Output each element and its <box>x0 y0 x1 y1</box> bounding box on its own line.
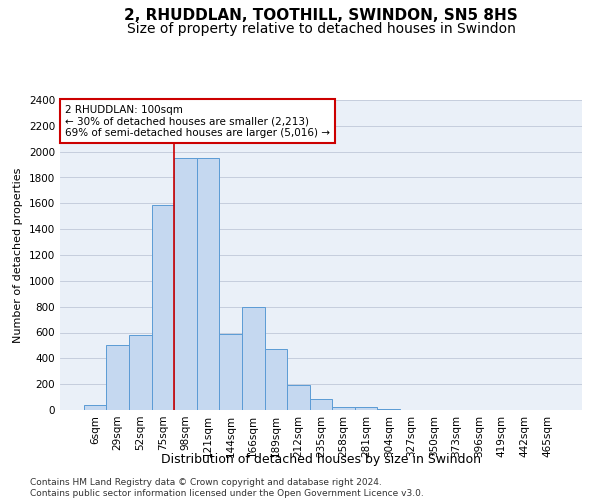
Text: Size of property relative to detached houses in Swindon: Size of property relative to detached ho… <box>127 22 515 36</box>
Text: 2 RHUDDLAN: 100sqm
← 30% of detached houses are smaller (2,213)
69% of semi-deta: 2 RHUDDLAN: 100sqm ← 30% of detached hou… <box>65 104 330 138</box>
Bar <box>265 348 287 410</box>
Bar <box>106 346 129 410</box>
Text: Contains HM Land Registry data © Crown copyright and database right 2024.
Contai: Contains HM Land Registry data © Crown c… <box>30 478 424 498</box>
Bar <box>355 408 377 410</box>
Bar <box>220 334 242 410</box>
Bar <box>84 405 106 410</box>
Bar <box>129 335 152 410</box>
Y-axis label: Number of detached properties: Number of detached properties <box>13 168 23 342</box>
Bar <box>197 158 220 410</box>
Bar <box>310 399 332 410</box>
Bar <box>152 204 174 410</box>
Text: 2, RHUDDLAN, TOOTHILL, SWINDON, SN5 8HS: 2, RHUDDLAN, TOOTHILL, SWINDON, SN5 8HS <box>124 8 518 22</box>
Bar <box>242 306 265 410</box>
Bar <box>377 408 400 410</box>
Bar <box>332 407 355 410</box>
Bar <box>287 385 310 410</box>
Bar <box>174 158 197 410</box>
Text: Distribution of detached houses by size in Swindon: Distribution of detached houses by size … <box>161 452 481 466</box>
